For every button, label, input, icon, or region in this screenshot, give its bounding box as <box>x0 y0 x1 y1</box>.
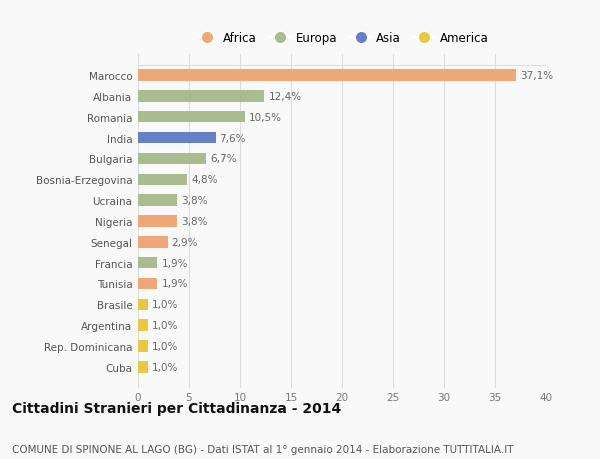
Text: 1,9%: 1,9% <box>161 279 188 289</box>
Text: 12,4%: 12,4% <box>269 92 302 102</box>
Bar <box>138 91 265 102</box>
Text: 2,9%: 2,9% <box>172 237 198 247</box>
Text: COMUNE DI SPINONE AL LAGO (BG) - Dati ISTAT al 1° gennaio 2014 - Elaborazione TU: COMUNE DI SPINONE AL LAGO (BG) - Dati IS… <box>12 444 514 454</box>
Bar <box>138 257 157 269</box>
Text: 1,0%: 1,0% <box>152 341 179 351</box>
Bar <box>138 70 517 82</box>
Text: 3,8%: 3,8% <box>181 196 208 206</box>
Text: 4,8%: 4,8% <box>191 175 218 185</box>
Bar <box>138 112 245 123</box>
Bar <box>138 133 215 144</box>
Text: 1,0%: 1,0% <box>152 362 179 372</box>
Text: 3,8%: 3,8% <box>181 217 208 226</box>
Text: 37,1%: 37,1% <box>521 71 554 81</box>
Bar <box>138 174 187 185</box>
Bar <box>138 341 148 352</box>
Text: 1,9%: 1,9% <box>161 258 188 268</box>
Bar <box>138 216 177 227</box>
Bar <box>138 361 148 373</box>
Text: 1,0%: 1,0% <box>152 320 179 330</box>
Bar <box>138 153 206 165</box>
Legend: Africa, Europa, Asia, America: Africa, Europa, Asia, America <box>191 28 493 50</box>
Bar <box>138 299 148 310</box>
Bar <box>138 195 177 207</box>
Text: 7,6%: 7,6% <box>220 133 246 143</box>
Bar <box>138 236 167 248</box>
Text: 10,5%: 10,5% <box>249 112 282 123</box>
Text: 6,7%: 6,7% <box>211 154 237 164</box>
Text: Cittadini Stranieri per Cittadinanza - 2014: Cittadini Stranieri per Cittadinanza - 2… <box>12 402 341 415</box>
Bar <box>138 320 148 331</box>
Text: 1,0%: 1,0% <box>152 300 179 310</box>
Bar <box>138 278 157 290</box>
